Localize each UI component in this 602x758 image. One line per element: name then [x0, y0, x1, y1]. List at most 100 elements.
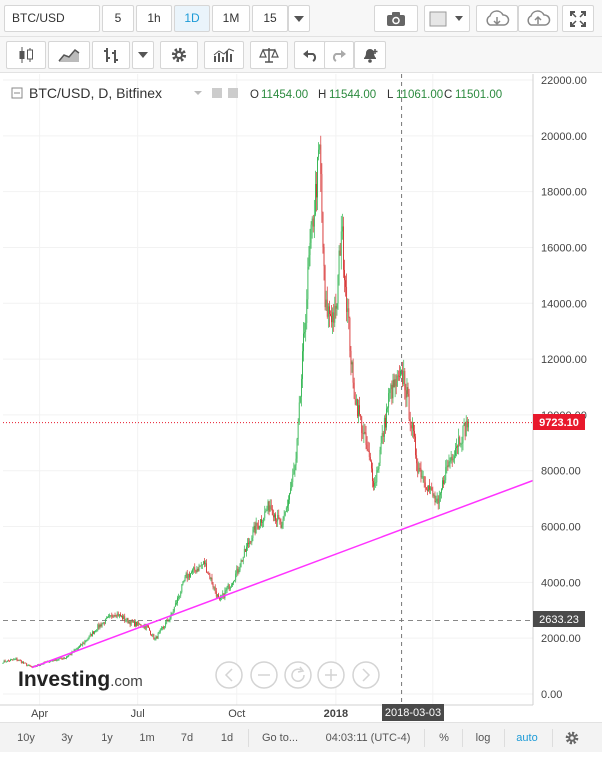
- log-scale-button[interactable]: log: [475, 732, 491, 744]
- settings-small-icon[interactable]: [228, 88, 238, 98]
- candle-body: [435, 501, 437, 502]
- percent-scale-button[interactable]: %: [439, 732, 449, 744]
- candle-body: [14, 659, 16, 660]
- candle-body: [53, 660, 55, 662]
- save-chart-button[interactable]: [476, 5, 518, 32]
- chart-type-bars-button[interactable]: [92, 41, 130, 69]
- interval-5-button[interactable]: 5: [102, 5, 134, 32]
- grid-lines: [3, 74, 533, 705]
- candle-body: [83, 643, 85, 645]
- chart-type-area-button[interactable]: [48, 41, 90, 69]
- candle-body: [40, 664, 42, 666]
- low-label: L: [387, 89, 394, 101]
- interval-1d-button[interactable]: 1D: [174, 5, 210, 32]
- legend-dropdown-icon[interactable]: [194, 91, 202, 95]
- chart-type-dropdown-button[interactable]: [132, 41, 154, 69]
- candle-body: [168, 620, 170, 622]
- bell-plus-icon: [364, 49, 378, 63]
- price-axis[interactable]: 0.002000.004000.006000.008000.0010000.00…: [541, 75, 587, 701]
- high-value: 11544.00: [329, 89, 376, 101]
- candle-body: [230, 585, 232, 587]
- candle-body: [467, 421, 469, 428]
- candle-body: [409, 418, 411, 426]
- candle-body: [408, 394, 410, 419]
- color-picker-button[interactable]: [424, 5, 470, 32]
- candle-body: [157, 633, 159, 639]
- candle-body: [437, 498, 439, 504]
- candle-body: [149, 627, 150, 631]
- candle-body: [174, 603, 176, 607]
- candles-group: [2, 135, 469, 669]
- candle-body: [24, 662, 25, 664]
- candle-body: [116, 613, 118, 617]
- candle-body: [74, 649, 76, 651]
- close-value: 11501.00: [455, 89, 502, 101]
- auto-scale-button[interactable]: auto: [516, 732, 538, 744]
- candle-body: [86, 639, 88, 641]
- candle-body: [131, 620, 133, 623]
- candle-body: [21, 662, 23, 663]
- candle-body: [391, 384, 393, 399]
- collapse-legend-icon[interactable]: [11, 87, 23, 99]
- fullscreen-button[interactable]: [562, 5, 594, 32]
- candle-body: [29, 664, 31, 667]
- candle-body: [64, 658, 65, 660]
- price-tick-label: 18000.00: [541, 187, 587, 199]
- alert-button[interactable]: [354, 41, 386, 69]
- scroll-left-button[interactable]: [215, 661, 243, 689]
- candle-body: [127, 618, 129, 623]
- candle-body: [222, 593, 224, 598]
- trendline[interactable]: [31, 479, 534, 669]
- candle-body: [173, 606, 175, 612]
- range-10y-button[interactable]: 10y: [17, 732, 35, 744]
- interval-1m-button[interactable]: 1M: [212, 5, 250, 32]
- zoom-out-button[interactable]: [250, 661, 278, 689]
- interval-dropdown-button[interactable]: [288, 5, 310, 32]
- reset-button[interactable]: [284, 661, 312, 689]
- settings-button[interactable]: [160, 41, 198, 69]
- candle-body: [366, 444, 368, 449]
- candle-body: [282, 518, 284, 526]
- price-tick-label: 6000.00: [541, 522, 581, 534]
- candle-body: [62, 658, 64, 660]
- interval-15-button[interactable]: 15: [252, 5, 288, 32]
- candle-body: [113, 615, 115, 618]
- candle-body: [169, 617, 171, 621]
- candle-body: [264, 511, 266, 518]
- candle-body: [129, 621, 131, 625]
- candle-body: [418, 467, 420, 473]
- scroll-right-button[interactable]: [352, 661, 380, 689]
- range-3y-button[interactable]: 3y: [61, 732, 73, 744]
- eye-icon[interactable]: [212, 88, 222, 98]
- range-1y-button[interactable]: 1y: [101, 732, 113, 744]
- undo-button[interactable]: [294, 41, 326, 69]
- screenshot-button[interactable]: [374, 5, 418, 32]
- candle-body: [196, 569, 198, 573]
- interval-1h-button[interactable]: 1h: [136, 5, 172, 32]
- time-tick-label: 2018: [324, 708, 348, 720]
- goto-button[interactable]: Go to...: [261, 732, 299, 744]
- candle-body: [56, 659, 58, 661]
- compare-button[interactable]: [250, 41, 288, 69]
- symbol-search-input[interactable]: BTC/USD: [4, 5, 100, 32]
- candle-body: [347, 308, 349, 312]
- candle-body: [48, 661, 50, 663]
- zoom-in-button[interactable]: [317, 661, 345, 689]
- candle-body: [428, 485, 429, 491]
- range-7d-button[interactable]: 7d: [180, 732, 194, 744]
- redo-button[interactable]: [324, 41, 354, 69]
- price-chart[interactable]: 0.002000.004000.006000.008000.0010000.00…: [0, 74, 602, 721]
- candle-body: [108, 616, 109, 618]
- candle-body: [372, 468, 373, 482]
- range-1d-button[interactable]: 1d: [220, 732, 234, 744]
- range-1m-button[interactable]: 1m: [139, 732, 155, 744]
- load-chart-button[interactable]: [518, 5, 558, 32]
- indicators-button[interactable]: [204, 41, 244, 69]
- candle-body: [268, 501, 270, 512]
- chart-settings-button[interactable]: [558, 723, 586, 753]
- chart-type-candles-button[interactable]: [6, 41, 46, 69]
- candle-body: [4, 660, 6, 662]
- clock-label[interactable]: 04:03:11 (UTC-4): [325, 732, 411, 744]
- time-axis[interactable]: AprJulOct2018Apr: [31, 708, 442, 720]
- candle-body: [265, 510, 267, 512]
